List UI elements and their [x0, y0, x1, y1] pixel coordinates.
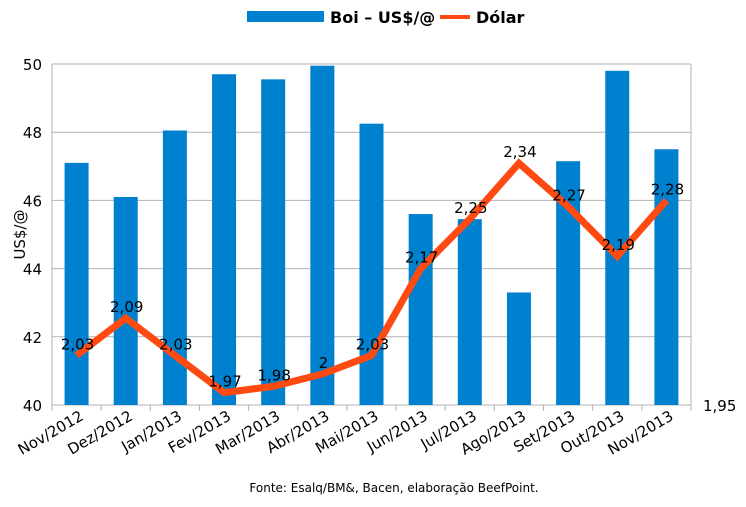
- legend-swatch-boi: [247, 11, 324, 22]
- bar: [408, 214, 433, 405]
- y-tick-label: 42: [23, 329, 42, 347]
- data-label: 2,34: [503, 143, 536, 161]
- bar: [261, 79, 286, 405]
- data-label: 2: [319, 354, 329, 372]
- y-axis-label: US$/@: [11, 209, 29, 259]
- y-tick-label: 44: [23, 261, 42, 279]
- bar: [113, 196, 138, 405]
- bar: [310, 65, 335, 405]
- data-label: 2,17: [405, 249, 438, 267]
- y-tick-label: 46: [23, 192, 42, 210]
- data-label: 2,09: [110, 298, 143, 316]
- data-label: 2,25: [454, 199, 487, 217]
- data-label: 2,19: [602, 236, 635, 254]
- bar: [64, 162, 89, 405]
- y-tick-label: 48: [23, 124, 42, 142]
- data-label: 2,28: [651, 180, 684, 198]
- data-label: 2,03: [61, 335, 94, 353]
- bar: [212, 74, 237, 405]
- legend-label-boi: Boi – US$/@: [330, 8, 435, 27]
- bar: [457, 219, 482, 405]
- bar: [359, 123, 384, 406]
- legend-label-dolar: Dólar: [476, 8, 525, 27]
- footnote: Fonte: Esalq/BM&, Bacen, elaboração Beef…: [249, 481, 538, 495]
- data-label: 2,27: [552, 187, 585, 205]
- bar: [605, 70, 630, 405]
- data-label: 2,03: [356, 335, 389, 353]
- data-label: 1,97: [208, 373, 241, 391]
- data-label: 2,03: [159, 335, 192, 353]
- y2-tick-label: 1,95: [703, 397, 736, 415]
- bar: [506, 292, 531, 405]
- data-label: 1,98: [257, 366, 290, 384]
- bar: [654, 149, 679, 405]
- dolar-line: [74, 158, 670, 397]
- y-tick-label: 40: [23, 397, 42, 415]
- y-tick-label: 50: [23, 56, 42, 74]
